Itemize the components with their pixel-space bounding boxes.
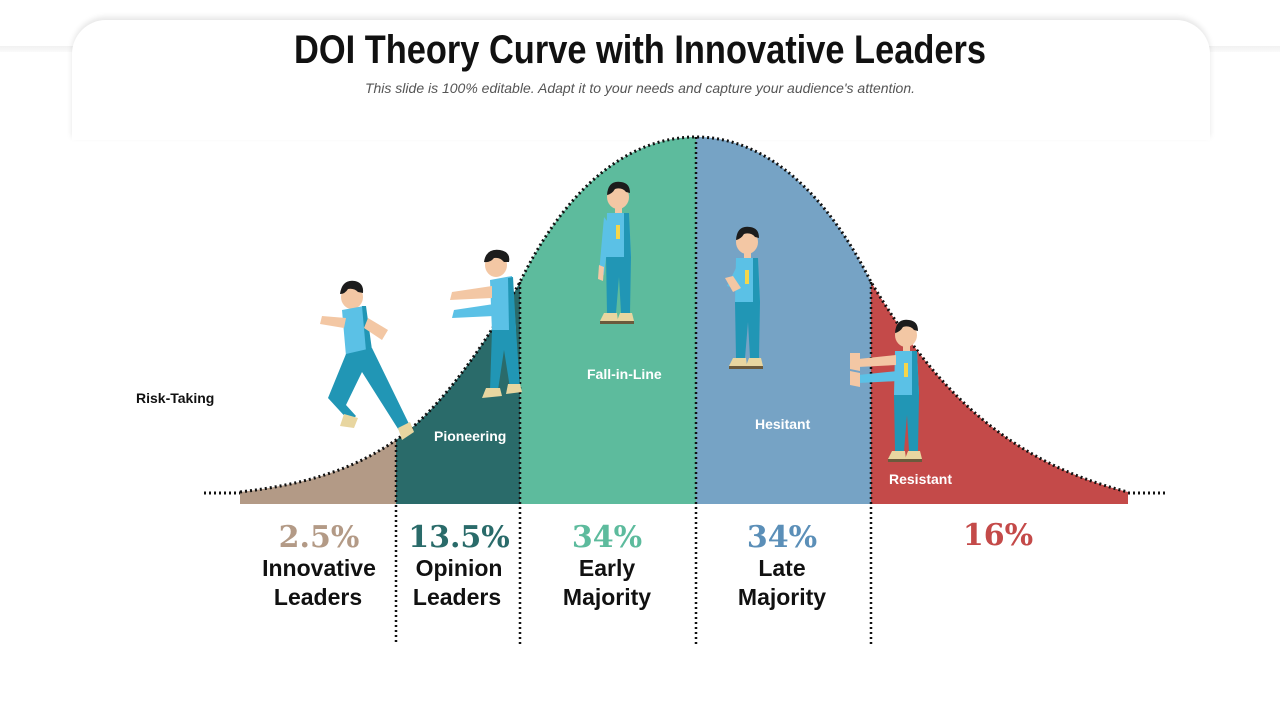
running-man-icon <box>320 280 414 440</box>
header-frame <box>72 20 1210 140</box>
curve-label-early: Fall-in-Line <box>587 366 662 382</box>
category-early-line1: Early <box>579 555 635 581</box>
percent-laggards: 16% <box>963 518 1033 553</box>
resisting-man-icon <box>850 319 922 462</box>
category-opinion-line1: Opinion <box>416 555 503 581</box>
standing-man-icon <box>598 181 634 324</box>
page-title: DOI Theory Curve with Innovative Leaders <box>293 28 987 72</box>
segment-late-area <box>696 137 871 504</box>
percent-innovative: 2.5% <box>279 520 360 555</box>
category-late-line2: Majority <box>738 584 826 610</box>
category-opinion-line2: Leaders <box>413 584 501 610</box>
category-early-line2: Majority <box>563 584 651 610</box>
category-innovative-line1: Innovative <box>262 555 376 581</box>
percent-opinion: 13.5% <box>408 520 510 555</box>
category-late-line1: Late <box>758 555 805 581</box>
risk-taking-label: Risk-Taking <box>136 390 214 406</box>
segment-laggards-area <box>871 282 1128 504</box>
segment-innovative-area <box>240 440 396 504</box>
percent-late: 34% <box>747 520 817 555</box>
percent-early: 34% <box>572 520 642 555</box>
pushing-man-icon <box>450 249 522 398</box>
category-innovative-line2: Leaders <box>274 584 362 610</box>
curve-label-opinion: Pioneering <box>434 428 506 444</box>
segment-opinion-area <box>396 282 520 504</box>
curve-label-laggards: Resistant <box>889 471 952 487</box>
page-subtitle: This slide is 100% editable. Adapt it to… <box>364 80 916 96</box>
curve-label-late: Hesitant <box>755 416 811 432</box>
hesitant-man-icon <box>725 226 763 369</box>
